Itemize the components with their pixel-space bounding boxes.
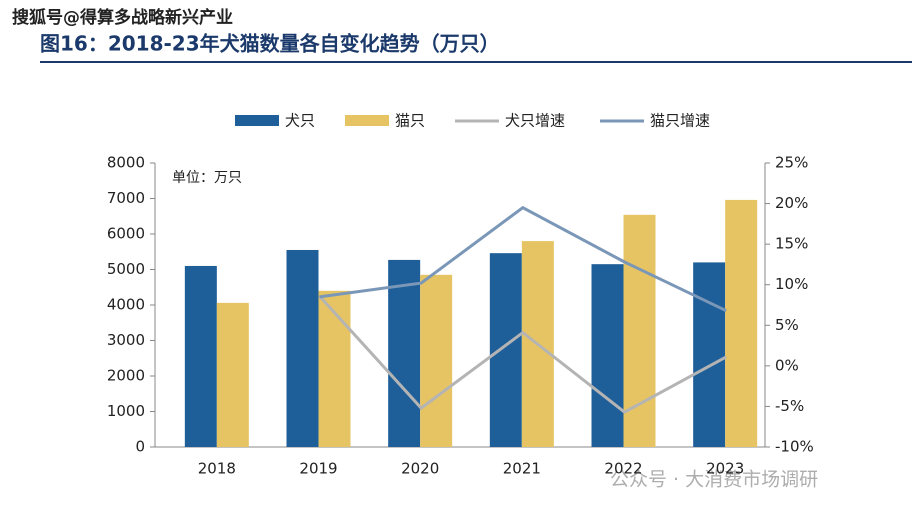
y-tick-label: 3000	[107, 331, 145, 349]
y2-tick-label: -10%	[775, 438, 814, 456]
y2-tick-label: 5%	[775, 316, 799, 334]
y-tick-label: 8000	[107, 154, 145, 172]
y2-tick-label: 15%	[775, 235, 808, 253]
bar	[591, 264, 624, 447]
x-tick-label: 2023	[706, 460, 744, 478]
legend-swatch	[345, 115, 389, 126]
legend-label: 猫只增速	[650, 112, 710, 130]
bar	[623, 214, 656, 447]
header: 搜狐号@得算多战略新兴产业	[12, 7, 233, 28]
x-tick-label: 2022	[604, 460, 642, 478]
y-tick-label: 1000	[107, 402, 145, 420]
bar	[420, 274, 453, 447]
y2-tick-label: -5%	[775, 397, 804, 415]
legend-label: 猫只	[395, 112, 425, 130]
bar	[489, 253, 522, 447]
y-tick-label: 4000	[107, 296, 145, 314]
watermark: 公众号 · 大消费市场调研	[610, 469, 818, 491]
line	[319, 205, 727, 313]
y-tick-label: 6000	[107, 225, 145, 243]
bar	[388, 259, 421, 447]
y2-tick-label: 25%	[775, 154, 808, 172]
y-tick-label: 7000	[107, 189, 145, 207]
y-tick-label: 2000	[107, 367, 145, 385]
y-tick-label: 0	[135, 438, 145, 456]
y2-tick-label: 0%	[775, 356, 799, 374]
x-tick-label: 2018	[198, 460, 236, 478]
annotation: 单位：万只	[172, 170, 242, 186]
legend-label: 犬只	[285, 112, 315, 130]
bar	[725, 199, 758, 447]
y2-tick-label: 20%	[775, 194, 808, 212]
line	[318, 295, 727, 414]
x-tick-label: 2021	[503, 460, 541, 478]
x-tick-label: 2020	[401, 460, 439, 478]
x-tick-label: 2019	[299, 460, 337, 478]
y-tick-label: 5000	[107, 260, 145, 278]
y2-tick-label: 10%	[775, 275, 808, 293]
bar	[693, 262, 726, 447]
bar	[184, 265, 217, 447]
legend-swatch	[235, 115, 279, 126]
bar	[216, 302, 249, 447]
legend-label: 犬只增速	[505, 112, 565, 130]
chart-title: 图16：2018-23年犬猫数量各自变化趋势（万只）	[40, 32, 500, 56]
bar	[286, 249, 319, 447]
bar	[318, 290, 351, 447]
